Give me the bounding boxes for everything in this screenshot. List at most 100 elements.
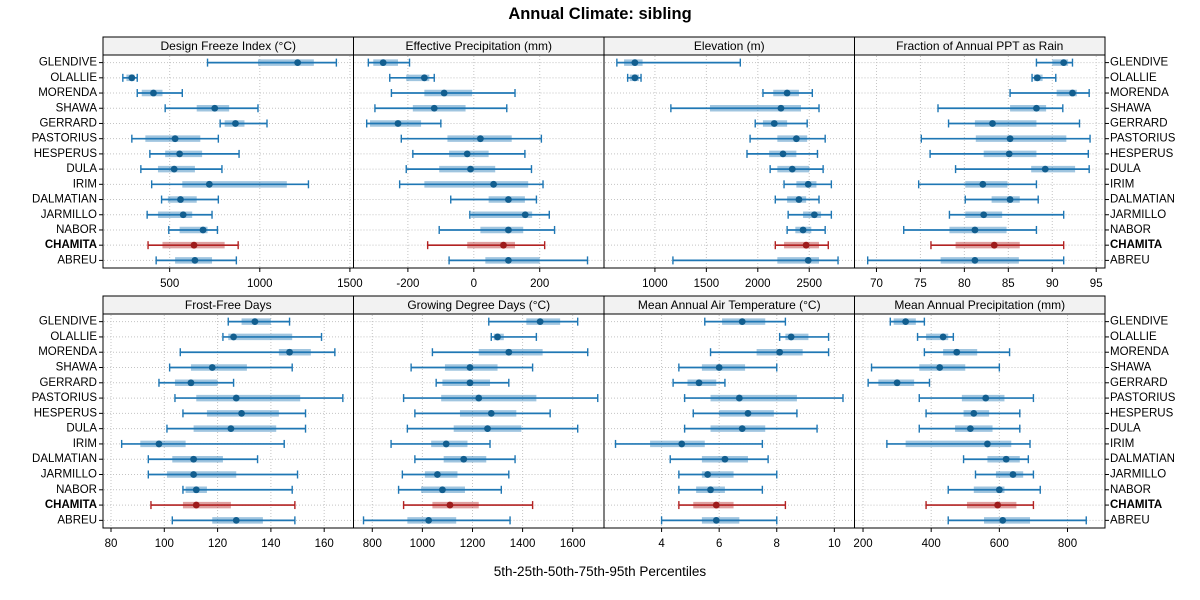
x-tick-label: 4 <box>658 538 665 550</box>
x-tick-label: 200 <box>853 538 872 550</box>
site-label-right: HESPERUS <box>1110 148 1174 160</box>
median-dot <box>191 256 199 264</box>
median-dot <box>738 318 746 326</box>
site-label-right: CHAMITA <box>1110 499 1162 511</box>
panel-border <box>603 313 855 529</box>
median-dot <box>446 501 454 509</box>
median-dot <box>804 180 812 188</box>
x-tick-label: 1600 <box>560 538 586 550</box>
median-dot <box>494 333 501 341</box>
median-dot <box>966 425 974 433</box>
site-label-left: CHAMITA <box>45 239 97 251</box>
site-label-left: ABREU <box>57 514 97 526</box>
median-dot <box>170 165 178 173</box>
median-dot <box>795 196 803 203</box>
x-tick-label: 500 <box>160 278 179 290</box>
median-dot <box>678 440 686 448</box>
median-dot <box>783 89 791 97</box>
panel-border <box>603 54 855 269</box>
x-tick-label: 95 <box>1090 278 1103 290</box>
site-label-right: ABREU <box>1110 514 1150 526</box>
x-tick-label: 1500 <box>337 278 363 290</box>
median-dot <box>192 486 200 494</box>
median-dot <box>500 241 507 249</box>
median-dot <box>989 120 996 127</box>
x-tick-label: 85 <box>1002 278 1015 290</box>
median-dot <box>1006 135 1014 143</box>
panel-title: Design Freeze Index (°C) <box>160 39 296 53</box>
site-label-left: GERRARD <box>39 117 97 129</box>
site-label-left: PASTORIUS <box>32 133 98 145</box>
x-tick-label: 70 <box>870 278 883 290</box>
median-dot <box>770 120 778 127</box>
median-dot <box>980 211 988 219</box>
panel-title: Growing Degree Days (°C) <box>407 298 550 312</box>
site-label-right: IRIM <box>1110 438 1134 450</box>
site-label-right: ABREU <box>1110 254 1150 266</box>
median-dot <box>939 333 947 341</box>
x-tick-label: 1000 <box>410 538 436 550</box>
median-dot <box>434 471 441 478</box>
median-dot <box>695 379 703 387</box>
site-label-left: OLALLIE <box>50 72 97 84</box>
median-dot <box>735 394 743 402</box>
x-tick-label: 1400 <box>510 538 536 550</box>
median-dot <box>190 471 198 478</box>
median-dot <box>128 74 136 82</box>
x-tick-label: 400 <box>922 538 941 550</box>
x-tick-label: 200 <box>530 278 549 290</box>
median-dot <box>420 74 428 82</box>
site-label-right: SHAWA <box>1110 102 1152 114</box>
site-label-right: CHAMITA <box>1110 239 1162 251</box>
panel-title: Mean Annual Precipitation (mm) <box>894 298 1065 312</box>
median-dot <box>788 165 796 173</box>
figure-title: Annual Climate: sibling <box>508 5 692 23</box>
median-dot <box>208 364 216 371</box>
site-label-left: JARMILLO <box>41 209 97 221</box>
median-dot <box>232 394 240 402</box>
median-dot <box>484 425 491 433</box>
site-label-right: MORENDA <box>1110 346 1169 358</box>
median-dot <box>738 425 746 433</box>
median-dot <box>1069 89 1076 97</box>
site-label-left: DULA <box>66 423 97 435</box>
median-dot <box>463 150 471 158</box>
median-dot <box>779 150 787 158</box>
median-dot <box>979 180 987 188</box>
site-label-right: NABOR <box>1110 224 1151 236</box>
x-tick-label: 75 <box>914 278 927 290</box>
median-dot <box>430 104 438 112</box>
x-tick-label: 1000 <box>642 278 668 290</box>
median-dot <box>467 165 474 173</box>
median-dot <box>466 364 474 371</box>
x-tick-label: 800 <box>1058 538 1077 550</box>
median-dot <box>536 318 544 326</box>
median-dot <box>994 501 1002 509</box>
median-dot <box>810 211 818 219</box>
panel-title: Mean Annual Air Temperature (°C) <box>638 298 821 312</box>
site-label-right: GERRARD <box>1110 377 1168 389</box>
site-label-left: HESPERUS <box>34 148 98 160</box>
median-dot <box>187 379 195 387</box>
median-dot <box>1033 104 1040 112</box>
median-dot <box>440 89 448 97</box>
site-label-left: IRIM <box>73 178 97 190</box>
median-dot <box>707 486 714 494</box>
x-tick-label: 140 <box>261 538 280 550</box>
median-dot <box>466 379 474 387</box>
site-label-right: PASTORIUS <box>1110 133 1176 145</box>
median-dot <box>777 104 785 112</box>
median-dot <box>155 440 163 448</box>
median-dot <box>238 409 245 417</box>
x-tick-label: 600 <box>990 538 1009 550</box>
median-dot <box>631 74 639 82</box>
site-label-left: SHAWA <box>56 362 98 374</box>
median-dot <box>970 409 978 417</box>
x-tick-label: 1500 <box>694 278 720 290</box>
site-label-left: NABOR <box>56 224 97 236</box>
x-tick-label: 1200 <box>460 538 486 550</box>
median-dot <box>179 211 187 219</box>
site-label-left: PASTORIUS <box>32 392 98 404</box>
median-dot <box>1041 165 1049 173</box>
site-label-right: NABOR <box>1110 484 1151 496</box>
